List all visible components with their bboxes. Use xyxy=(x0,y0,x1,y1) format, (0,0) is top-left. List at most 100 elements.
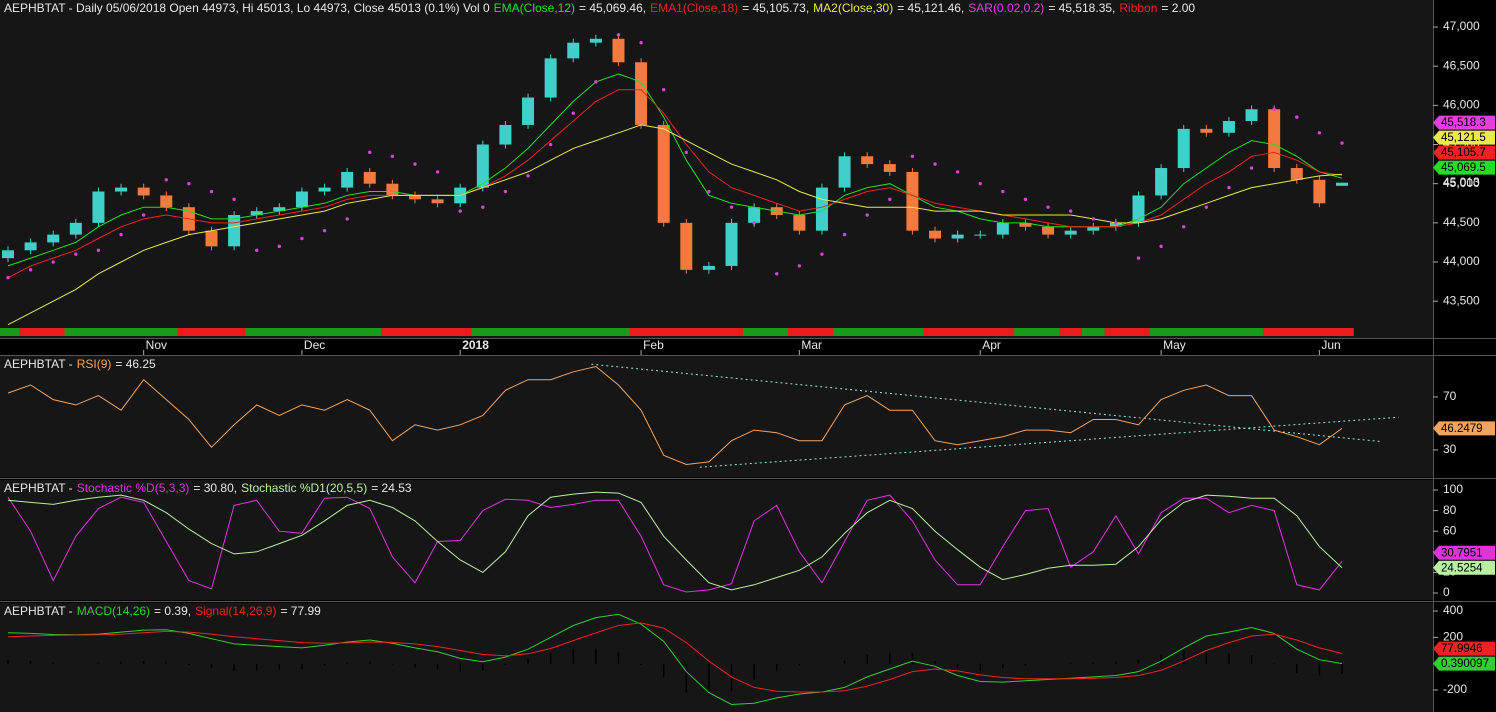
sar-dot xyxy=(820,252,824,256)
candle-body xyxy=(522,97,535,125)
sar-dot xyxy=(1091,217,1095,221)
sar-dot xyxy=(187,181,191,186)
series-line xyxy=(7,73,1343,267)
candle-body xyxy=(318,187,331,192)
ribbon-segment xyxy=(1285,328,1309,336)
value-tag xyxy=(1433,560,1495,575)
ribbon-segment xyxy=(19,328,43,336)
sar-dot xyxy=(571,111,575,115)
sar-dot xyxy=(842,232,847,237)
legend-value: = 30.80, xyxy=(193,481,237,495)
ribbon-segment xyxy=(1262,328,1286,336)
trendline xyxy=(699,416,1399,468)
candle-body xyxy=(996,222,1009,235)
legend-name: EMA1(Close,18) xyxy=(650,1,738,15)
sar-dot xyxy=(752,221,756,225)
sar-dot xyxy=(1249,166,1254,170)
candle-body xyxy=(1336,182,1348,186)
ribbon-segment xyxy=(675,328,699,336)
candle-body xyxy=(408,195,421,200)
candle-body xyxy=(431,199,444,204)
y-tick-label: 70 xyxy=(1443,389,1457,403)
sar-dot xyxy=(1340,141,1344,145)
legend-name: Signal(14,26,9) xyxy=(195,604,276,618)
sar-dot xyxy=(1114,221,1118,225)
sar-dot xyxy=(1136,256,1141,260)
ribbon-segment xyxy=(833,328,857,336)
pane-title: AEPHBTAT - Stochastic %D(5,3,3) = 30.80, St… xyxy=(4,481,412,495)
value-tag xyxy=(1433,115,1495,130)
sar-dot xyxy=(300,236,304,241)
series-line xyxy=(7,622,1343,693)
title-text: AEPHBTAT - xyxy=(4,357,73,371)
sar-dot xyxy=(28,268,33,272)
ribbon-segment xyxy=(810,328,834,336)
y-tick-label: 60 xyxy=(1443,523,1457,537)
sar-dot xyxy=(1204,205,1209,209)
sar-dot xyxy=(865,213,869,217)
trendline xyxy=(591,363,1381,442)
legend-value: = 2.00 xyxy=(1161,1,1195,15)
y-tick-label: 46,500 xyxy=(1443,58,1480,72)
plot xyxy=(7,363,1399,468)
sar-dot xyxy=(322,228,327,233)
sar-dot xyxy=(209,189,214,194)
candle-body xyxy=(544,58,557,98)
sar-dot xyxy=(96,248,101,252)
ribbon-segment xyxy=(41,328,66,336)
plot xyxy=(7,613,1343,706)
sar-dot xyxy=(277,244,282,249)
candle-body xyxy=(589,38,602,43)
candle-body xyxy=(815,187,828,231)
sar-dot xyxy=(345,217,349,221)
ribbon-segment xyxy=(403,328,427,336)
sar-dot xyxy=(1023,197,1028,202)
legend-value: = 24.53 xyxy=(371,481,412,495)
legend-value: = 45,105.73, xyxy=(742,1,809,15)
ribbon-segment xyxy=(290,328,314,336)
sar-dot xyxy=(888,197,892,202)
sar-dot xyxy=(119,232,123,237)
pane-title: AEPHBTAT - RSI(9) = 46.25 xyxy=(4,357,156,371)
ribbon-segment xyxy=(539,328,563,336)
candle-body xyxy=(567,42,580,59)
legend-value: = 45,518.35, xyxy=(1048,1,1115,15)
legend-value: = 45,069.46, xyxy=(579,1,646,15)
sar-dot xyxy=(1046,205,1050,209)
candle-body xyxy=(725,222,738,266)
x-tick-label: Apr xyxy=(982,338,1001,352)
ribbon-segment xyxy=(923,328,947,336)
ribbon-segment xyxy=(1014,328,1038,336)
candle-body xyxy=(92,191,105,223)
ribbon-segment xyxy=(200,328,224,336)
sar-dot xyxy=(141,213,146,217)
sar-dot xyxy=(503,189,508,194)
title-text: AEPHBTAT - Daily 05/06/2018 Open 44973, … xyxy=(4,1,490,15)
sar-dot xyxy=(435,170,440,174)
sar-dot xyxy=(255,248,259,252)
x-tick-label: Dec xyxy=(304,338,325,352)
ribbon-segment xyxy=(1149,328,1173,336)
value-tag xyxy=(1433,145,1495,160)
sar-dot xyxy=(729,205,734,209)
legend-name: Ribbon xyxy=(1119,1,1157,15)
x-tick-label: Mar xyxy=(801,338,822,352)
value-tag xyxy=(1433,421,1495,436)
y-tick-label: 0 xyxy=(1443,585,1450,599)
ribbon-segment xyxy=(1195,328,1219,336)
sar-dot xyxy=(1182,225,1186,229)
candle-body xyxy=(24,242,37,251)
y-tick-label: 200 xyxy=(1443,630,1463,644)
candle-body xyxy=(2,250,14,259)
title-text: AEPHBTAT - xyxy=(4,604,73,618)
ribbon-segment xyxy=(177,328,201,336)
ribbon-segment xyxy=(222,328,246,336)
ribbon-segment xyxy=(87,328,111,336)
legend-name: EMA(Close,12) xyxy=(494,1,575,15)
candle-body xyxy=(1042,226,1055,235)
series-line xyxy=(7,494,1343,593)
stochastic-pane xyxy=(0,480,1433,600)
sar-dot xyxy=(1068,209,1073,213)
value-tag-label: 46.2479 xyxy=(1441,423,1483,435)
candle-body xyxy=(906,171,919,231)
